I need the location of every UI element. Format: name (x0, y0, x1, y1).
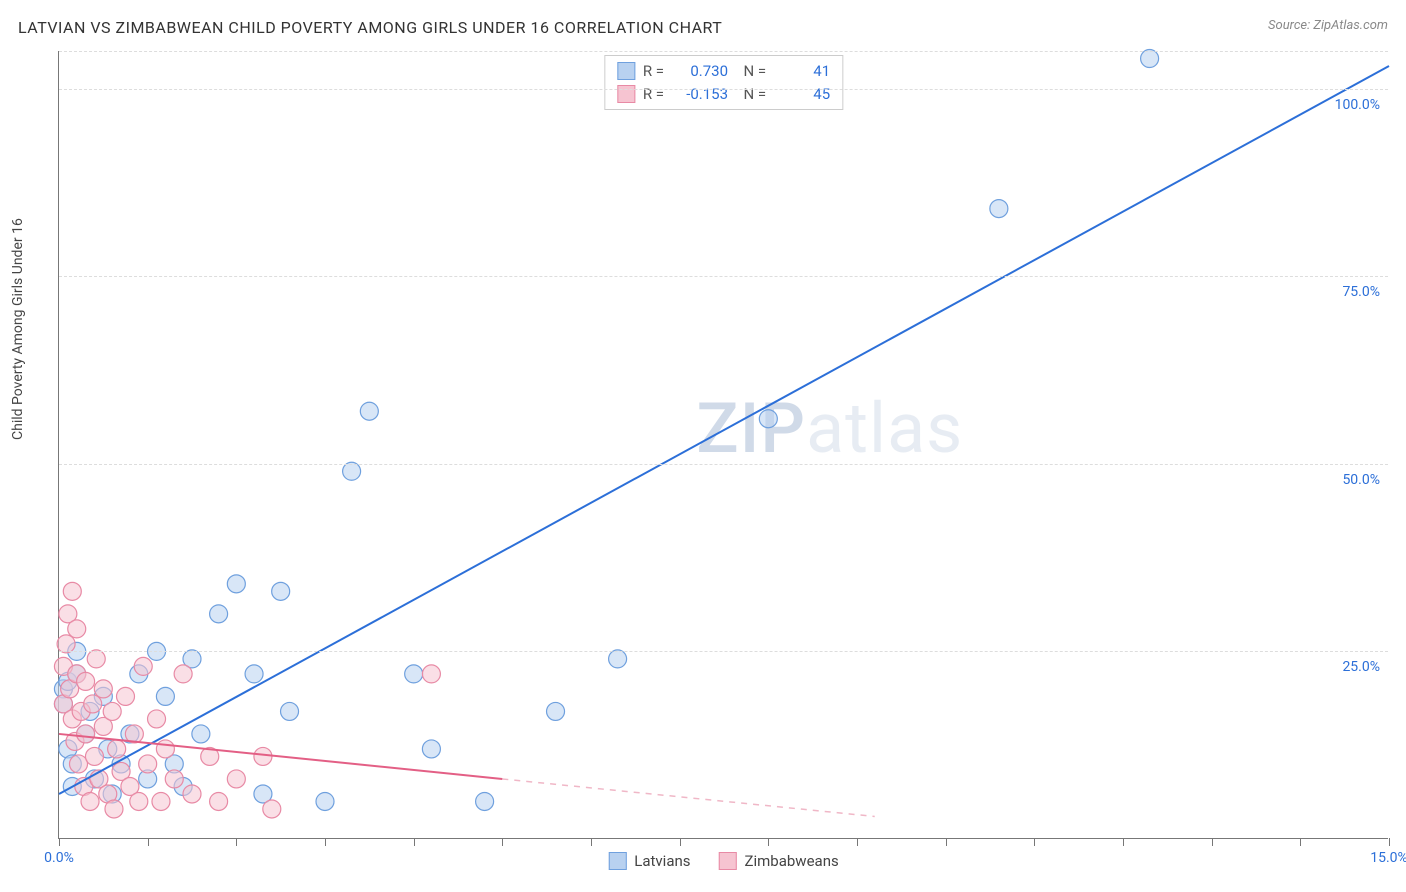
y-tick-label: 50.0% (1342, 472, 1380, 488)
correlation-row: R = -0.153 N = 45 (617, 83, 830, 106)
data-point (117, 687, 135, 705)
data-point (134, 657, 152, 675)
x-tick (946, 838, 947, 846)
trend-line (502, 779, 874, 817)
data-point (192, 725, 210, 743)
data-point (183, 785, 201, 803)
x-tick (1300, 838, 1301, 846)
x-tick (1123, 838, 1124, 846)
data-point (547, 702, 565, 720)
x-tick (680, 838, 681, 846)
x-tick (857, 838, 858, 846)
trend-line (59, 66, 1389, 794)
legend-swatch (719, 852, 737, 870)
x-tick-label: 0.0% (44, 850, 74, 866)
data-point (360, 402, 378, 420)
data-point (70, 755, 88, 773)
data-point (476, 792, 494, 810)
plot-area: ZIPatlas R = 0.730 N = 41R = -0.153 N = … (58, 51, 1388, 839)
chart-svg (59, 51, 1388, 838)
data-point (148, 710, 166, 728)
data-point (343, 462, 361, 480)
data-point (759, 410, 777, 428)
x-tick (236, 838, 237, 846)
legend-label: Latvians (634, 852, 690, 870)
data-point (156, 740, 174, 758)
data-point (1141, 50, 1159, 68)
x-tick (59, 838, 60, 846)
gridline (59, 464, 1388, 465)
y-tick-label: 75.0% (1342, 284, 1380, 300)
data-point (139, 755, 157, 773)
x-tick (768, 838, 769, 846)
data-point (77, 725, 95, 743)
data-point (405, 665, 423, 683)
y-tick-label: 100.0% (1335, 97, 1380, 113)
chart-title: LATVIAN VS ZIMBABWEAN CHILD POVERTY AMON… (18, 18, 722, 37)
legend-item: Latvians (608, 852, 690, 870)
legend-label: Zimbabweans (745, 852, 839, 870)
data-point (272, 582, 290, 600)
data-point (165, 770, 183, 788)
data-point (77, 672, 95, 690)
x-tick (1389, 838, 1390, 846)
data-point (103, 702, 121, 720)
x-tick (414, 838, 415, 846)
data-point (84, 695, 102, 713)
data-point (263, 800, 281, 818)
data-point (245, 665, 263, 683)
data-point (63, 582, 81, 600)
data-point (68, 620, 86, 638)
data-point (316, 792, 334, 810)
data-point (130, 792, 148, 810)
correlation-row: R = 0.730 N = 41 (617, 60, 830, 83)
data-point (85, 747, 103, 765)
data-point (108, 740, 126, 758)
legend-item: Zimbabweans (719, 852, 839, 870)
data-point (57, 635, 75, 653)
legend-swatch (617, 85, 635, 103)
data-point (990, 200, 1008, 218)
series-legend: Latvians Zimbabweans (608, 852, 838, 870)
data-point (156, 687, 174, 705)
x-tick (1034, 838, 1035, 846)
data-point (227, 575, 245, 593)
x-tick (1212, 838, 1213, 846)
y-tick-label: 25.0% (1342, 659, 1380, 675)
correlation-legend: R = 0.730 N = 41R = -0.153 N = 45 (604, 55, 843, 110)
data-point (281, 702, 299, 720)
data-point (254, 747, 272, 765)
data-point (227, 770, 245, 788)
legend-swatch (617, 62, 635, 80)
legend-swatch (608, 852, 626, 870)
x-tick (502, 838, 503, 846)
x-tick (325, 838, 326, 846)
data-point (87, 650, 105, 668)
data-point (210, 792, 228, 810)
data-point (105, 800, 123, 818)
data-point (174, 665, 192, 683)
source-attribution: Source: ZipAtlas.com (1268, 18, 1388, 33)
gridline (59, 89, 1388, 90)
data-point (422, 665, 440, 683)
data-point (152, 792, 170, 810)
gridline (59, 651, 1388, 652)
y-axis-label: Child Poverty Among Girls Under 16 (10, 218, 26, 440)
gridline (59, 51, 1388, 52)
gridline (59, 276, 1388, 277)
data-point (210, 605, 228, 623)
data-point (422, 740, 440, 758)
x-tick (591, 838, 592, 846)
data-point (94, 680, 112, 698)
x-tick (148, 838, 149, 846)
data-point (81, 792, 99, 810)
x-tick-label: 15.0% (1370, 850, 1406, 866)
data-point (609, 650, 627, 668)
